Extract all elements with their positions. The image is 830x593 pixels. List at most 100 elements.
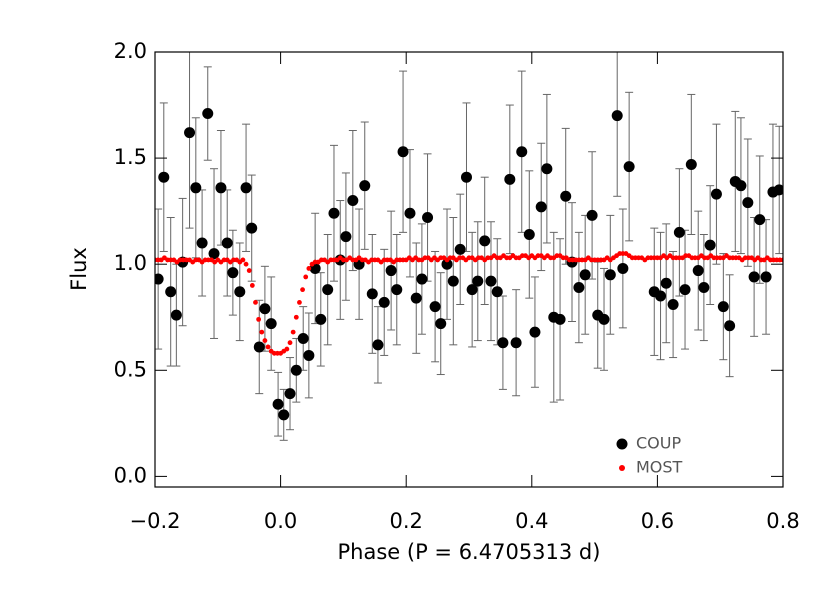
coup-point: [724, 320, 736, 332]
most-point: [249, 283, 255, 288]
coup-point: [221, 237, 233, 249]
coup-point: [472, 275, 484, 287]
coup-point: [240, 182, 252, 194]
most-point: [300, 287, 305, 293]
coup-point: [190, 182, 202, 194]
most-point: [262, 338, 268, 343]
coup-point: [328, 207, 340, 219]
y-tick-label: 0.5: [114, 357, 147, 381]
coup-point: [623, 161, 635, 173]
coup-point: [479, 235, 491, 247]
y-axis-label: Flux: [67, 247, 91, 291]
coup-point: [717, 301, 729, 313]
coup-point: [523, 228, 535, 240]
y-tick-label: 0.0: [114, 463, 147, 487]
legend-entry: MOST: [619, 458, 683, 477]
most-point: [290, 329, 296, 335]
most-point: [246, 268, 252, 273]
coup-point: [202, 108, 214, 120]
coup-point: [573, 282, 585, 294]
coup-point: [704, 239, 716, 251]
legend-label: MOST: [636, 458, 683, 477]
coup-point: [347, 195, 359, 207]
coup-point: [586, 209, 598, 221]
coup-point: [554, 313, 566, 325]
x-tick-label: 0.2: [389, 509, 422, 533]
coup-point: [366, 288, 378, 300]
coup-point: [673, 226, 685, 238]
coup-point: [385, 265, 397, 277]
coup-point: [735, 180, 747, 192]
most-point: [284, 346, 290, 352]
x-tick-label: 0.0: [264, 509, 297, 533]
coup-point: [234, 286, 246, 298]
coup-point: [272, 398, 284, 410]
coup-point: [698, 282, 710, 294]
plot-area: [155, 52, 783, 441]
x-tick-label: 0.6: [641, 509, 674, 533]
coup-point: [710, 188, 722, 200]
most-point: [253, 299, 258, 305]
coup-point: [435, 318, 447, 330]
coup-point: [497, 337, 509, 349]
coup-point: [485, 275, 497, 287]
coup-point: [410, 292, 422, 304]
axes: −0.2 0.0 0.2 0.4 0.6 0.8 0.0 0.5 1.0 1.5 2.0 COUP MO…: [114, 39, 800, 533]
coup-point: [685, 158, 697, 170]
legend-entry: COUP: [616, 434, 681, 453]
legend-label: COUP: [636, 434, 681, 453]
legend-marker: [619, 465, 625, 471]
coup-point: [372, 339, 384, 351]
coup-point: [447, 275, 459, 287]
coup-point: [598, 313, 610, 325]
coup-point: [667, 299, 679, 311]
coup-point: [227, 267, 239, 279]
axes-frame: [154, 51, 784, 488]
coup-point: [170, 309, 182, 321]
coup-point: [454, 243, 466, 255]
coup-point: [416, 273, 428, 285]
most-point: [259, 329, 265, 335]
coup-point: [754, 214, 766, 226]
most-point: [297, 299, 302, 305]
coup-point: [184, 127, 196, 139]
coup-point: [679, 284, 691, 296]
most-point: [293, 314, 299, 320]
coup-point: [155, 273, 164, 285]
coup-point: [208, 248, 220, 260]
coup-point: [246, 222, 258, 234]
coup-point: [504, 173, 516, 185]
coup-point: [378, 296, 390, 308]
most-point: [265, 344, 271, 350]
coup-point: [196, 237, 208, 249]
coup-point: [297, 332, 309, 344]
y-tick-label: 1.0: [114, 251, 147, 275]
x-axis-label: Phase (P = 6.4705313 d): [338, 540, 601, 564]
coup-point: [404, 207, 416, 219]
coup-point: [284, 388, 296, 400]
coup-point: [535, 201, 547, 213]
legend-marker: [616, 438, 628, 450]
coup-point: [322, 284, 334, 296]
coup-point: [660, 277, 672, 289]
coup-point: [655, 290, 667, 302]
coup-point: [510, 337, 522, 349]
coup-point: [303, 349, 315, 361]
coup-point: [215, 182, 227, 194]
coup-point: [560, 190, 572, 202]
coup-point: [460, 171, 472, 183]
coup-point: [611, 110, 623, 122]
most-point: [287, 340, 293, 346]
coup-point: [340, 231, 352, 243]
coup-point: [422, 212, 434, 224]
coup-point: [491, 286, 503, 298]
most-point: [306, 266, 312, 271]
coup-point: [441, 258, 453, 270]
x-tick-label: 0.8: [766, 509, 799, 533]
y-tick-label: 2.0: [114, 39, 147, 63]
coup-point: [617, 262, 629, 274]
coup-point: [278, 409, 290, 421]
coup-point: [315, 313, 327, 325]
coup-point: [259, 303, 271, 315]
